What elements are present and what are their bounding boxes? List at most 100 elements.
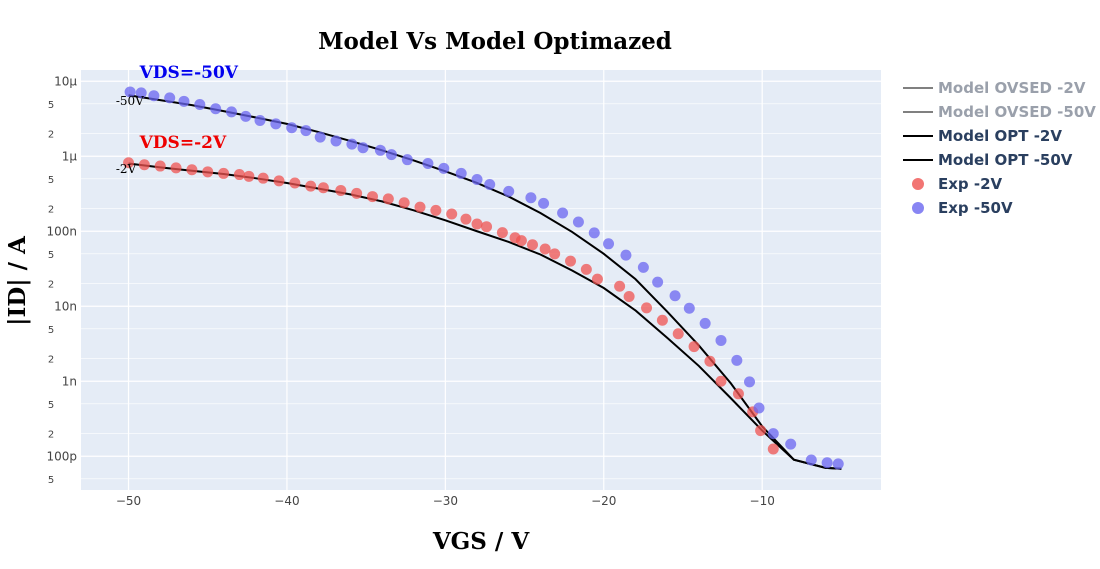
- data-point: [351, 187, 363, 199]
- data-point: [401, 154, 413, 166]
- data-point: [135, 87, 147, 99]
- y-tick-label: 10µ: [54, 74, 77, 88]
- y-minor-tick-label: 5: [48, 250, 54, 261]
- data-point: [704, 355, 716, 367]
- data-point: [503, 185, 515, 197]
- data-point: [430, 204, 442, 216]
- annotation-label: VDS=-50V: [139, 63, 239, 83]
- data-point: [481, 221, 493, 233]
- x-tick-label: −30: [433, 494, 458, 508]
- data-point: [614, 280, 626, 292]
- data-point: [805, 454, 817, 466]
- y-minor-tick-label: 2: [48, 355, 54, 366]
- data-point: [210, 103, 222, 115]
- data-point: [382, 193, 394, 205]
- data-point: [565, 255, 577, 267]
- data-point: [699, 317, 711, 329]
- data-point: [767, 428, 779, 440]
- data-point: [335, 184, 347, 196]
- data-point: [300, 125, 312, 137]
- data-point: [669, 290, 681, 302]
- x-tick-label: −50: [116, 494, 141, 508]
- legend-item[interactable]: Exp -2V: [912, 175, 1003, 193]
- legend-item[interactable]: Model OPT -50V: [903, 151, 1073, 169]
- data-point: [164, 92, 176, 104]
- legend-label: Model OPT -50V: [938, 151, 1073, 169]
- data-point: [652, 276, 664, 288]
- data-point: [233, 169, 245, 181]
- data-point: [317, 182, 329, 194]
- data-point: [715, 375, 727, 387]
- data-point: [194, 98, 206, 110]
- data-point: [398, 197, 410, 209]
- chart-title: Model Vs Model Optimazed: [318, 28, 672, 55]
- data-point: [637, 261, 649, 273]
- data-point: [672, 328, 684, 340]
- data-point: [330, 135, 342, 147]
- series-markers: [123, 86, 844, 470]
- data-point: [591, 273, 603, 285]
- grid: [81, 70, 881, 490]
- legend-item[interactable]: Exp -50V: [912, 199, 1013, 217]
- data-point: [289, 177, 301, 189]
- data-point: [832, 458, 844, 470]
- data-point: [755, 425, 767, 437]
- y-minor-tick-label: 5: [48, 400, 54, 411]
- legend-item[interactable]: Model OVSED -50V: [903, 103, 1096, 121]
- data-point: [202, 166, 214, 178]
- legend-label: Model OVSED -2V: [938, 79, 1086, 97]
- data-point: [414, 201, 426, 213]
- data-point: [767, 443, 779, 455]
- data-point: [471, 173, 483, 185]
- data-point: [273, 175, 285, 187]
- data-point: [314, 131, 326, 143]
- y-minor-tick-label: 5: [48, 100, 54, 111]
- data-point: [123, 157, 135, 169]
- x-axis-title: VGS / V: [432, 528, 531, 555]
- data-point: [138, 159, 150, 171]
- annotations: VDS=-50V VDS=-2V -50V -2V: [116, 63, 239, 176]
- data-point: [218, 167, 230, 179]
- data-point: [178, 95, 190, 107]
- data-point: [731, 354, 743, 366]
- legend-label: Exp -2V: [938, 175, 1003, 193]
- data-point: [385, 149, 397, 161]
- data-point: [257, 172, 269, 184]
- data-point: [753, 402, 765, 414]
- annotation-label: -2V: [116, 162, 137, 176]
- data-point: [455, 167, 467, 179]
- data-point: [515, 235, 527, 247]
- annotation-label: -50V: [116, 94, 144, 108]
- data-point: [620, 249, 632, 261]
- data-point: [446, 208, 458, 220]
- data-point: [656, 314, 668, 326]
- y-minor-tick-label: 2: [48, 430, 54, 441]
- data-point: [539, 243, 551, 255]
- data-point: [538, 197, 550, 209]
- y-tick-label: 100p: [46, 449, 77, 463]
- legend-marker-swatch: [912, 202, 924, 214]
- y-axis-title: |ID| / A: [4, 235, 31, 326]
- data-point: [471, 218, 483, 230]
- data-point: [821, 457, 833, 469]
- data-point: [580, 263, 592, 275]
- x-tick-label: −10: [750, 494, 775, 508]
- data-point: [715, 334, 727, 346]
- plot-area-background: [81, 70, 881, 490]
- data-point: [243, 170, 255, 182]
- data-point: [526, 239, 538, 251]
- y-tick-label: 1n: [62, 374, 77, 388]
- legend-label: Exp -50V: [938, 199, 1013, 217]
- data-point: [683, 302, 695, 314]
- data-point: [496, 227, 508, 239]
- data-point: [732, 388, 744, 400]
- data-point: [374, 144, 386, 156]
- y-tick-label: 100n: [46, 224, 77, 238]
- legend-marker-swatch: [912, 178, 924, 190]
- y-tick-label: 10n: [54, 299, 77, 313]
- data-point: [270, 118, 282, 130]
- x-tick-label: −40: [274, 494, 299, 508]
- legend-item[interactable]: Model OPT -2V: [903, 127, 1062, 145]
- legend-item[interactable]: Model OVSED -2V: [903, 79, 1086, 97]
- data-point: [305, 180, 317, 192]
